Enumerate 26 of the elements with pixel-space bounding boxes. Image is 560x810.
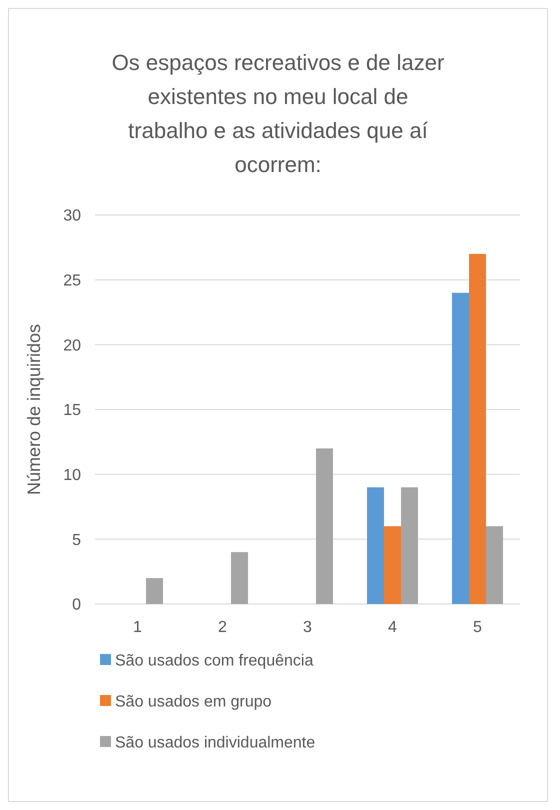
y-tick-label: 5 [72,532,82,549]
x-tick-label: 1 [133,619,142,636]
bar [146,578,163,604]
bar [367,487,384,604]
x-tick-label: 4 [388,619,398,636]
y-tick-label: 20 [63,337,82,354]
bar [316,448,333,604]
bar [469,254,486,604]
x-tick-label: 5 [473,619,482,636]
y-tick-label: 30 [63,208,82,225]
bar [401,487,418,604]
legend-label: São usados individualmente [115,734,316,752]
legend-label: São usados com frequência [115,652,314,670]
x-tick-label: 2 [218,619,228,636]
y-tick-label: 15 [63,402,82,420]
chart-title: Os espaços recreativos e de lazer existentes no meu local de trabalho e as atividades que aí ocorrem: [112,50,444,177]
legend-label: São usados em grupo [115,694,272,711]
bar [486,526,503,604]
bar [384,526,401,604]
y-tick-label: 0 [72,596,82,614]
bar [231,552,248,604]
y-tick-label: 10 [63,466,82,484]
bar [452,292,469,604]
y-axis-title: Número de inquiridos [24,324,44,496]
x-tick-label: 3 [303,619,312,636]
y-tick-label: 25 [63,272,82,290]
